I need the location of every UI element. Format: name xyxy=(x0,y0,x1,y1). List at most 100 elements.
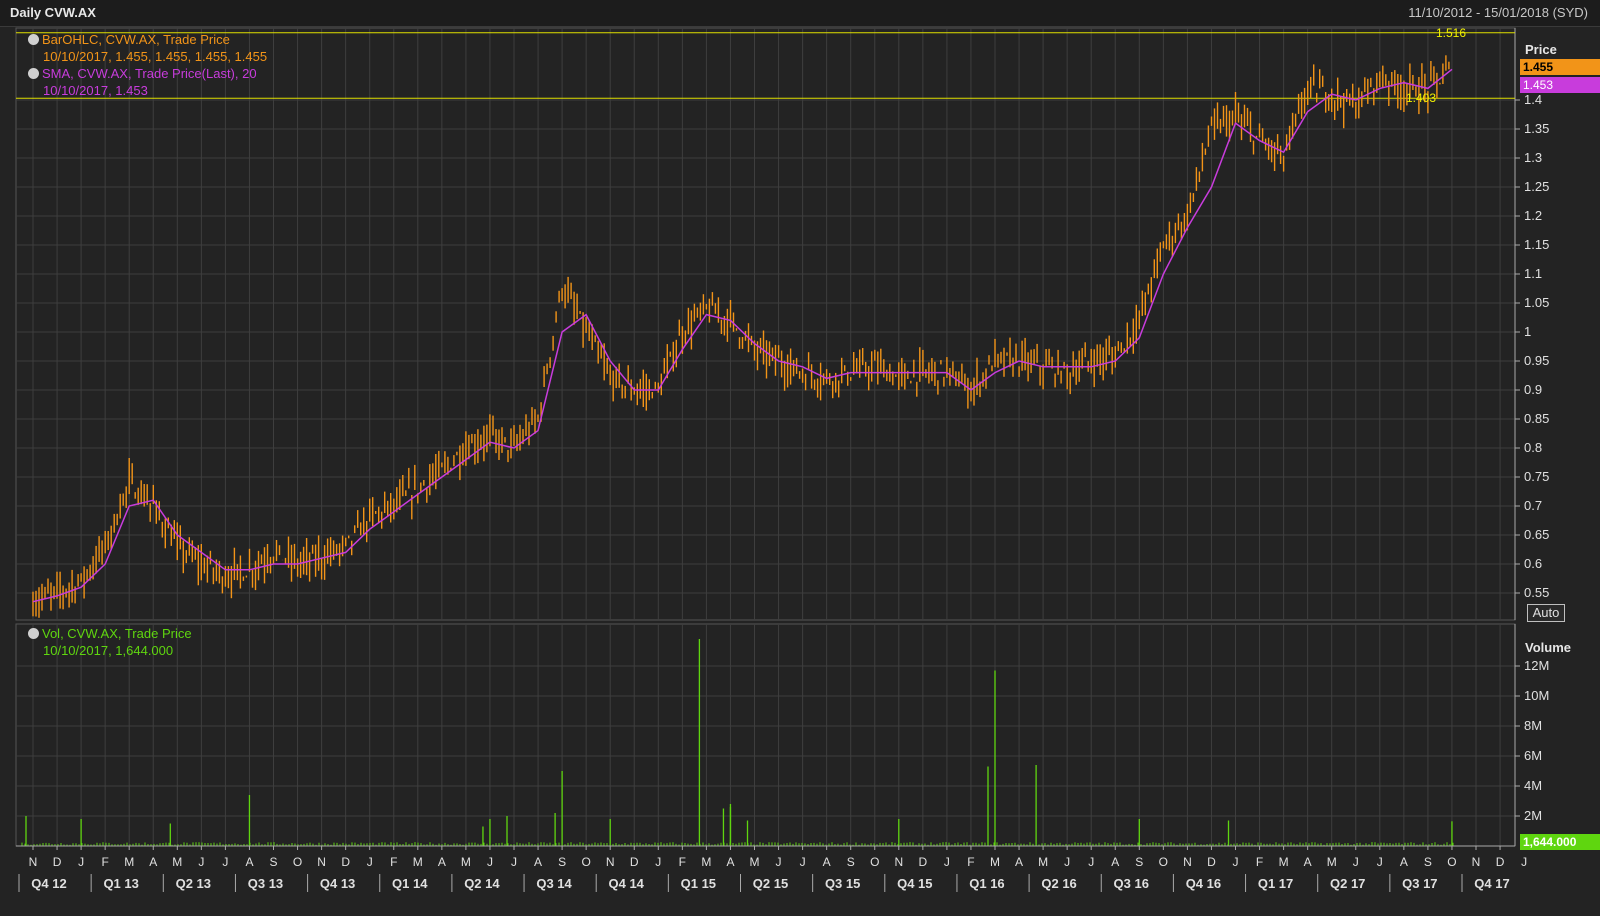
bar-series-values: 10/10/2017, 1.455, 1.455, 1.455, 1.455 xyxy=(43,49,268,64)
month-label: J xyxy=(487,855,493,869)
month-label: M xyxy=(413,855,423,869)
month-label: A xyxy=(823,855,831,869)
last-price-tag: 1.455 xyxy=(1520,59,1600,76)
quarter-label: Q4 14 xyxy=(608,876,644,891)
volume-tick-label: 10M xyxy=(1524,688,1549,703)
quarter-label: Q4 16 xyxy=(1186,876,1221,891)
month-label: J xyxy=(1353,855,1359,869)
date-range: 11/10/2012 - 15/01/2018 (SYD) xyxy=(1408,5,1588,20)
month-label: A xyxy=(726,855,734,869)
month-label: O xyxy=(293,855,302,869)
quarter-label: Q2 15 xyxy=(753,876,788,891)
month-label: J xyxy=(655,855,661,869)
quarter-label: Q3 17 xyxy=(1402,876,1437,891)
month-label: M xyxy=(124,855,134,869)
bar-series-label: BarOHLC, CVW.AX, Trade Price xyxy=(42,32,230,47)
price-tick-label: 1.2 xyxy=(1524,208,1542,223)
month-label: D xyxy=(53,855,62,869)
price-tick-label: 0.55 xyxy=(1524,585,1549,600)
price-tick-label: 0.6 xyxy=(1524,556,1542,571)
month-label: N xyxy=(894,855,903,869)
month-label: F xyxy=(101,855,108,869)
series-toggle-icon[interactable] xyxy=(28,628,39,639)
high-line-label: 1.516 xyxy=(1436,25,1467,40)
month-label: S xyxy=(847,855,855,869)
month-label: N xyxy=(317,855,326,869)
quarter-label: Q3 16 xyxy=(1114,876,1149,891)
price-tick-label: 0.8 xyxy=(1524,440,1542,455)
sma-line xyxy=(32,68,1453,603)
sma-series-label: SMA, CVW.AX, Trade Price(Last), 20 xyxy=(42,66,257,81)
vol-series-values: 10/10/2017, 1,644.000 xyxy=(43,643,174,658)
month-label: A xyxy=(1111,855,1119,869)
quarter-label: Q1 13 xyxy=(103,876,138,891)
price-legend: BarOHLC, CVW.AX, Trade Price 10/10/2017,… xyxy=(28,31,267,99)
price-axis-title: Price xyxy=(1525,42,1557,57)
volume-axis-title: Volume xyxy=(1525,640,1571,655)
price-tick-label: 0.85 xyxy=(1524,411,1549,426)
month-label: F xyxy=(967,855,974,869)
month-label: S xyxy=(1424,855,1432,869)
quarter-label: Q3 13 xyxy=(248,876,283,891)
month-label: A xyxy=(1304,855,1312,869)
month-label: J xyxy=(1377,855,1383,869)
chart-title: Daily CVW.AX xyxy=(10,5,96,20)
month-label: O xyxy=(1447,855,1456,869)
month-label: F xyxy=(1256,855,1263,869)
month-label: D xyxy=(341,855,350,869)
sma-series-values: 10/10/2017, 1.453 xyxy=(43,83,148,98)
volume-tick-label: 4M xyxy=(1524,778,1542,793)
price-tick-label: 0.7 xyxy=(1524,498,1542,513)
month-label: S xyxy=(1135,855,1143,869)
month-label: M xyxy=(990,855,1000,869)
month-label: O xyxy=(1159,855,1168,869)
series-toggle-icon[interactable] xyxy=(28,34,39,45)
price-tick-label: 1.1 xyxy=(1524,266,1542,281)
volume-tick-label: 12M xyxy=(1524,658,1549,673)
volume-tick-label: 2M xyxy=(1524,808,1542,823)
quarter-label: Q2 13 xyxy=(176,876,211,891)
month-label: J xyxy=(198,855,204,869)
quarter-label: Q2 17 xyxy=(1330,876,1365,891)
month-label: D xyxy=(630,855,639,869)
month-label: J xyxy=(78,855,84,869)
auto-scale-button[interactable]: Auto xyxy=(1527,604,1565,622)
month-label: F xyxy=(390,855,397,869)
price-tick-label: 1.05 xyxy=(1524,295,1549,310)
month-label: J xyxy=(1233,855,1239,869)
month-label: N xyxy=(1472,855,1481,869)
sma-value-tag: 1.453 xyxy=(1520,77,1600,94)
quarter-label: Q2 14 xyxy=(464,876,500,891)
quarter-label: Q1 16 xyxy=(969,876,1004,891)
month-label: J xyxy=(800,855,806,869)
quarter-label: Q2 16 xyxy=(1041,876,1076,891)
month-label: D xyxy=(1496,855,1505,869)
month-label: J xyxy=(511,855,517,869)
month-label: A xyxy=(1400,855,1408,869)
volume-tick-label: 6M xyxy=(1524,748,1542,763)
last-volume-tag: 1,644.000 xyxy=(1520,834,1600,850)
quarter-label: Q4 12 xyxy=(31,876,66,891)
month-label: J xyxy=(367,855,373,869)
price-tick-label: 1.15 xyxy=(1524,237,1549,252)
low-line-label: 1.403 xyxy=(1406,91,1437,106)
month-label: A xyxy=(1015,855,1023,869)
month-label: F xyxy=(679,855,686,869)
price-tick-label: 0.65 xyxy=(1524,527,1549,542)
month-label: N xyxy=(606,855,615,869)
month-label: S xyxy=(558,855,566,869)
price-tick-label: 0.9 xyxy=(1524,382,1542,397)
month-label: N xyxy=(29,855,38,869)
month-label: M xyxy=(461,855,471,869)
quarter-label: Q4 17 xyxy=(1474,876,1509,891)
month-label: A xyxy=(438,855,446,869)
quarter-label: Q3 15 xyxy=(825,876,860,891)
month-label: A xyxy=(149,855,157,869)
month-label: D xyxy=(1207,855,1216,869)
month-label: N xyxy=(1183,855,1192,869)
quarter-label: Q1 14 xyxy=(392,876,428,891)
series-toggle-icon[interactable] xyxy=(28,68,39,79)
quarter-label: Q1 17 xyxy=(1258,876,1293,891)
